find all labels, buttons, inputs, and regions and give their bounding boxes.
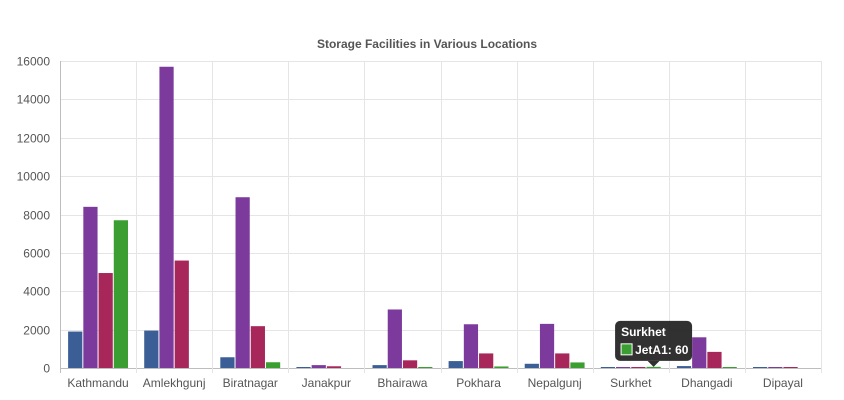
x-axis: Kathmandu Amlekhgunj Biratnagar Janakpur Bha… (67, 376, 803, 390)
bar[interactable] (98, 273, 113, 368)
x-tick-label: Dhangadi (681, 376, 732, 390)
y-tick-label: 8000 (23, 209, 50, 223)
bar[interactable] (68, 331, 83, 368)
x-tick-label: Janakpur (302, 376, 351, 390)
bar[interactable] (722, 367, 737, 368)
bar[interactable] (600, 367, 616, 368)
x-tick-label: Amlekhgunj (143, 376, 206, 390)
y-tick-label: 2000 (23, 324, 50, 338)
bar[interactable] (174, 260, 189, 368)
bar[interactable] (555, 353, 570, 368)
y-tick-label: 6000 (23, 247, 50, 261)
bar[interactable] (463, 324, 479, 368)
chart-title: Storage Facilities in Various Locations (317, 37, 537, 51)
bar[interactable] (372, 365, 387, 368)
bar[interactable] (402, 360, 418, 368)
y-tick-label: 10000 (17, 170, 51, 184)
tooltip-background (615, 320, 693, 361)
x-tick-label: Bhairawa (377, 376, 427, 390)
bar[interactable] (448, 361, 463, 368)
x-tick-label: Biratnagar (223, 376, 278, 390)
tooltip-swatch (620, 343, 633, 356)
x-tick-label: Surkhet (610, 376, 652, 390)
tooltip: Surkhet JetA1: 60 (615, 320, 693, 367)
bar[interactable] (250, 326, 265, 368)
bar[interactable] (692, 337, 707, 368)
bar[interactable] (646, 366, 661, 368)
bar[interactable] (235, 197, 250, 368)
bar[interactable] (418, 367, 433, 368)
y-tick-label: 4000 (23, 285, 50, 299)
bar[interactable] (311, 365, 326, 368)
bar[interactable] (494, 366, 509, 368)
x-tick-label: Pokhara (456, 376, 501, 390)
y-tick-label: 14000 (17, 93, 51, 107)
tooltip-caret (647, 360, 660, 367)
bar[interactable] (707, 351, 722, 368)
bar[interactable] (387, 309, 402, 368)
tooltip-body: JetA1: 60 (635, 343, 689, 357)
bar[interactable] (570, 362, 585, 368)
bar[interactable] (524, 363, 539, 368)
bar[interactable] (296, 367, 311, 368)
y-tick-label: 12000 (17, 132, 51, 146)
bar[interactable] (539, 323, 555, 368)
bar[interactable] (616, 367, 631, 368)
tooltip-title: Surkhet (621, 325, 666, 339)
bar[interactable] (265, 362, 281, 368)
x-tick-label: Nepalgunj (528, 376, 582, 390)
bar[interactable] (113, 220, 128, 368)
grid-layer (60, 61, 822, 373)
bar[interactable] (159, 66, 174, 368)
bar[interactable] (768, 367, 783, 368)
bar[interactable] (144, 330, 159, 368)
bar[interactable] (676, 366, 692, 368)
bar[interactable] (783, 367, 798, 368)
bar-layer (68, 66, 798, 368)
x-tick-label: Dipayal (763, 376, 803, 390)
bar[interactable] (479, 353, 494, 368)
bar[interactable] (326, 366, 342, 368)
bar[interactable] (83, 206, 98, 368)
y-axis: 0 2000 4000 6000 8000 10000 12000 14000 16000 (17, 55, 51, 376)
x-tick-label: Kathmandu (67, 376, 128, 390)
bar[interactable] (753, 367, 768, 368)
bar[interactable] (220, 357, 235, 368)
y-tick-label: 0 (43, 362, 50, 376)
y-tick-label: 16000 (17, 55, 51, 69)
bar[interactable] (631, 367, 646, 368)
